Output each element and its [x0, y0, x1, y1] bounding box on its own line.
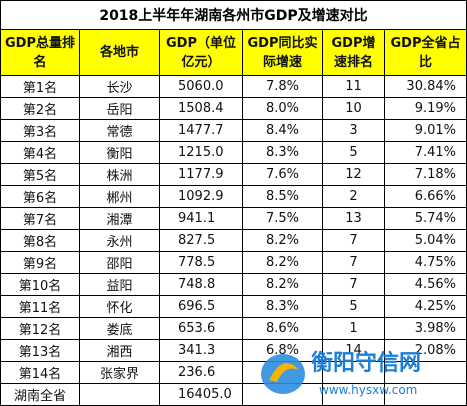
table-cell: 怀化: [80, 296, 160, 318]
table-cell: 第7名: [0, 208, 80, 230]
table-cell: 第5名: [0, 164, 80, 186]
table-cell: 第13名: [0, 340, 80, 362]
header-cell: 各地市: [80, 30, 160, 76]
table-cell: 696.5: [160, 296, 243, 318]
table-cell: 778.5: [160, 252, 243, 274]
table-cell: 4.75%: [385, 252, 467, 274]
table-cell: 3: [323, 120, 385, 142]
table-cell: 9.01%: [385, 120, 467, 142]
table-cell: 第6名: [0, 186, 80, 208]
table-cell: 5: [323, 142, 385, 164]
table-cell: 第14名: [0, 362, 80, 384]
table-cell: 湘西: [80, 340, 160, 362]
table-cell: 郴州: [80, 186, 160, 208]
table-cell: 8.2%: [243, 274, 323, 296]
table-cell: 1508.4: [160, 98, 243, 120]
watermark-url: www.hysxw.com: [319, 383, 417, 397]
table-cell: 第12名: [0, 318, 80, 340]
table-cell: 4.25%: [385, 296, 467, 318]
table-cell: 13: [323, 208, 385, 230]
table-cell: 株洲: [80, 164, 160, 186]
header-cell: GDP全省占比: [385, 30, 467, 76]
table-cell: 张家界: [80, 362, 160, 384]
table-cell: 7.41%: [385, 142, 467, 164]
table-cell: 11: [323, 76, 385, 98]
watermark-logo-swoosh: [269, 362, 299, 382]
table-cell: 第3名: [0, 120, 80, 142]
table-cell: 湖南全省: [0, 384, 80, 406]
table-cell: 1477.7: [160, 120, 243, 142]
table-cell: 5: [323, 296, 385, 318]
table-cell: 8.0%: [243, 98, 323, 120]
header-cell: GDP（单位亿元）: [160, 30, 243, 76]
table-cell: 8.6%: [243, 318, 323, 340]
table-cell: 1092.9: [160, 186, 243, 208]
table-cell: 8.3%: [243, 296, 323, 318]
table-cell: 5060.0: [160, 76, 243, 98]
table-cell: 827.5: [160, 230, 243, 252]
table-cell: 5.04%: [385, 230, 467, 252]
table-cell: 941.1: [160, 208, 243, 230]
table-cell: 第1名: [0, 76, 80, 98]
table-cell: 1215.0: [160, 142, 243, 164]
table-cell: 7.6%: [243, 164, 323, 186]
table-cell: 第2名: [0, 98, 80, 120]
table-cell: 湘潭: [80, 208, 160, 230]
table-cell: 8.5%: [243, 186, 323, 208]
header-cell: GDP总量排名: [0, 30, 80, 76]
table-cell: 7: [323, 230, 385, 252]
table-title: 2018上半年年湖南各州市GDP及增速对比: [0, 0, 467, 30]
table-cell: 236.6: [160, 362, 243, 384]
table-cell: 653.6: [160, 318, 243, 340]
table-cell: 1: [323, 318, 385, 340]
watermark-name: 衡阳守信网: [311, 350, 421, 376]
table-cell: 第10名: [0, 274, 80, 296]
table-cell: 8.3%: [243, 142, 323, 164]
table-cell: 娄底: [80, 318, 160, 340]
watermark-logo: [261, 354, 305, 394]
table-cell: 5.74%: [385, 208, 467, 230]
table-cell: 第8名: [0, 230, 80, 252]
table-cell: 2: [323, 186, 385, 208]
table-cell: 6.66%: [385, 186, 467, 208]
table-cell: 8.2%: [243, 252, 323, 274]
table-cell: 3.98%: [385, 318, 467, 340]
table-cell: 7.5%: [243, 208, 323, 230]
header-cell: GDP增速排名: [323, 30, 385, 76]
table-cell: 14: [323, 340, 385, 362]
table-cell: [323, 362, 385, 384]
table-cell: 30.84%: [385, 76, 467, 98]
table-cell: 8.4%: [243, 120, 323, 142]
table-cell: 341.3: [160, 340, 243, 362]
table-cell: 748.8: [160, 274, 243, 296]
table-cell: 8.2%: [243, 230, 323, 252]
table-cell: 1177.9: [160, 164, 243, 186]
table-cell: 岳阳: [80, 98, 160, 120]
table-cell: 永州: [80, 230, 160, 252]
table-cell: 第4名: [0, 142, 80, 164]
watermark: 衡阳守信网 www.hysxw.com: [261, 350, 421, 397]
table-cell: 第9名: [0, 252, 80, 274]
table-cell: 10: [323, 98, 385, 120]
table-cell: 12: [323, 164, 385, 186]
table-cell: 7.8%: [243, 76, 323, 98]
table-cell: 4.56%: [385, 274, 467, 296]
table-cell: 7.18%: [385, 164, 467, 186]
table-cell: 邵阳: [80, 252, 160, 274]
table-cell: 16405.0: [160, 384, 243, 406]
header-cell: GDP同比实际增速: [243, 30, 323, 76]
table-cell: 长沙: [80, 76, 160, 98]
table-cell: 益阳: [80, 274, 160, 296]
table-cell: [80, 384, 160, 406]
table-cell: 9.19%: [385, 98, 467, 120]
table-cell: 常德: [80, 120, 160, 142]
table-cell: 7: [323, 252, 385, 274]
table-cell: 7: [323, 274, 385, 296]
table-cell: 衡阳: [80, 142, 160, 164]
table-cell: 第11名: [0, 296, 80, 318]
